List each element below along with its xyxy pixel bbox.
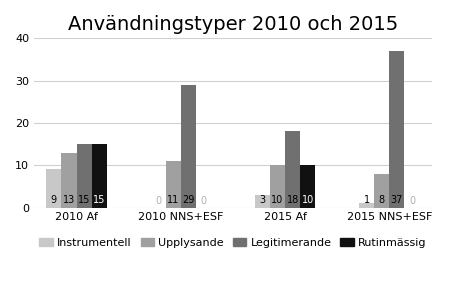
Text: 0: 0 — [409, 196, 415, 206]
Text: 13: 13 — [63, 196, 75, 205]
Bar — [77, 144, 92, 207]
Text: 1: 1 — [364, 196, 370, 205]
Bar — [92, 144, 107, 207]
Text: 11: 11 — [167, 196, 179, 205]
Bar — [255, 195, 270, 207]
Text: 0: 0 — [155, 196, 161, 206]
Bar — [300, 165, 315, 207]
Text: 3: 3 — [259, 196, 266, 205]
Text: 8: 8 — [379, 196, 385, 205]
Bar — [166, 161, 181, 207]
Bar — [374, 174, 389, 207]
Text: 18: 18 — [286, 196, 299, 205]
Bar — [181, 85, 196, 207]
Bar — [61, 152, 77, 207]
Bar — [359, 203, 374, 207]
Bar — [285, 131, 300, 207]
Text: 9: 9 — [51, 196, 57, 205]
Text: 10: 10 — [272, 196, 284, 205]
Title: Användningstyper 2010 och 2015: Användningstyper 2010 och 2015 — [68, 15, 398, 34]
Text: 0: 0 — [200, 196, 206, 206]
Bar — [270, 165, 285, 207]
Text: 15: 15 — [93, 196, 106, 205]
Text: 15: 15 — [78, 196, 90, 205]
Text: 10: 10 — [302, 196, 314, 205]
Text: 37: 37 — [391, 196, 403, 205]
Bar — [46, 170, 61, 207]
Bar — [389, 51, 405, 207]
Text: 29: 29 — [182, 196, 195, 205]
Legend: Instrumentell, Upplysande, Legitimerande, Rutinmässig: Instrumentell, Upplysande, Legitimerande… — [35, 234, 431, 253]
